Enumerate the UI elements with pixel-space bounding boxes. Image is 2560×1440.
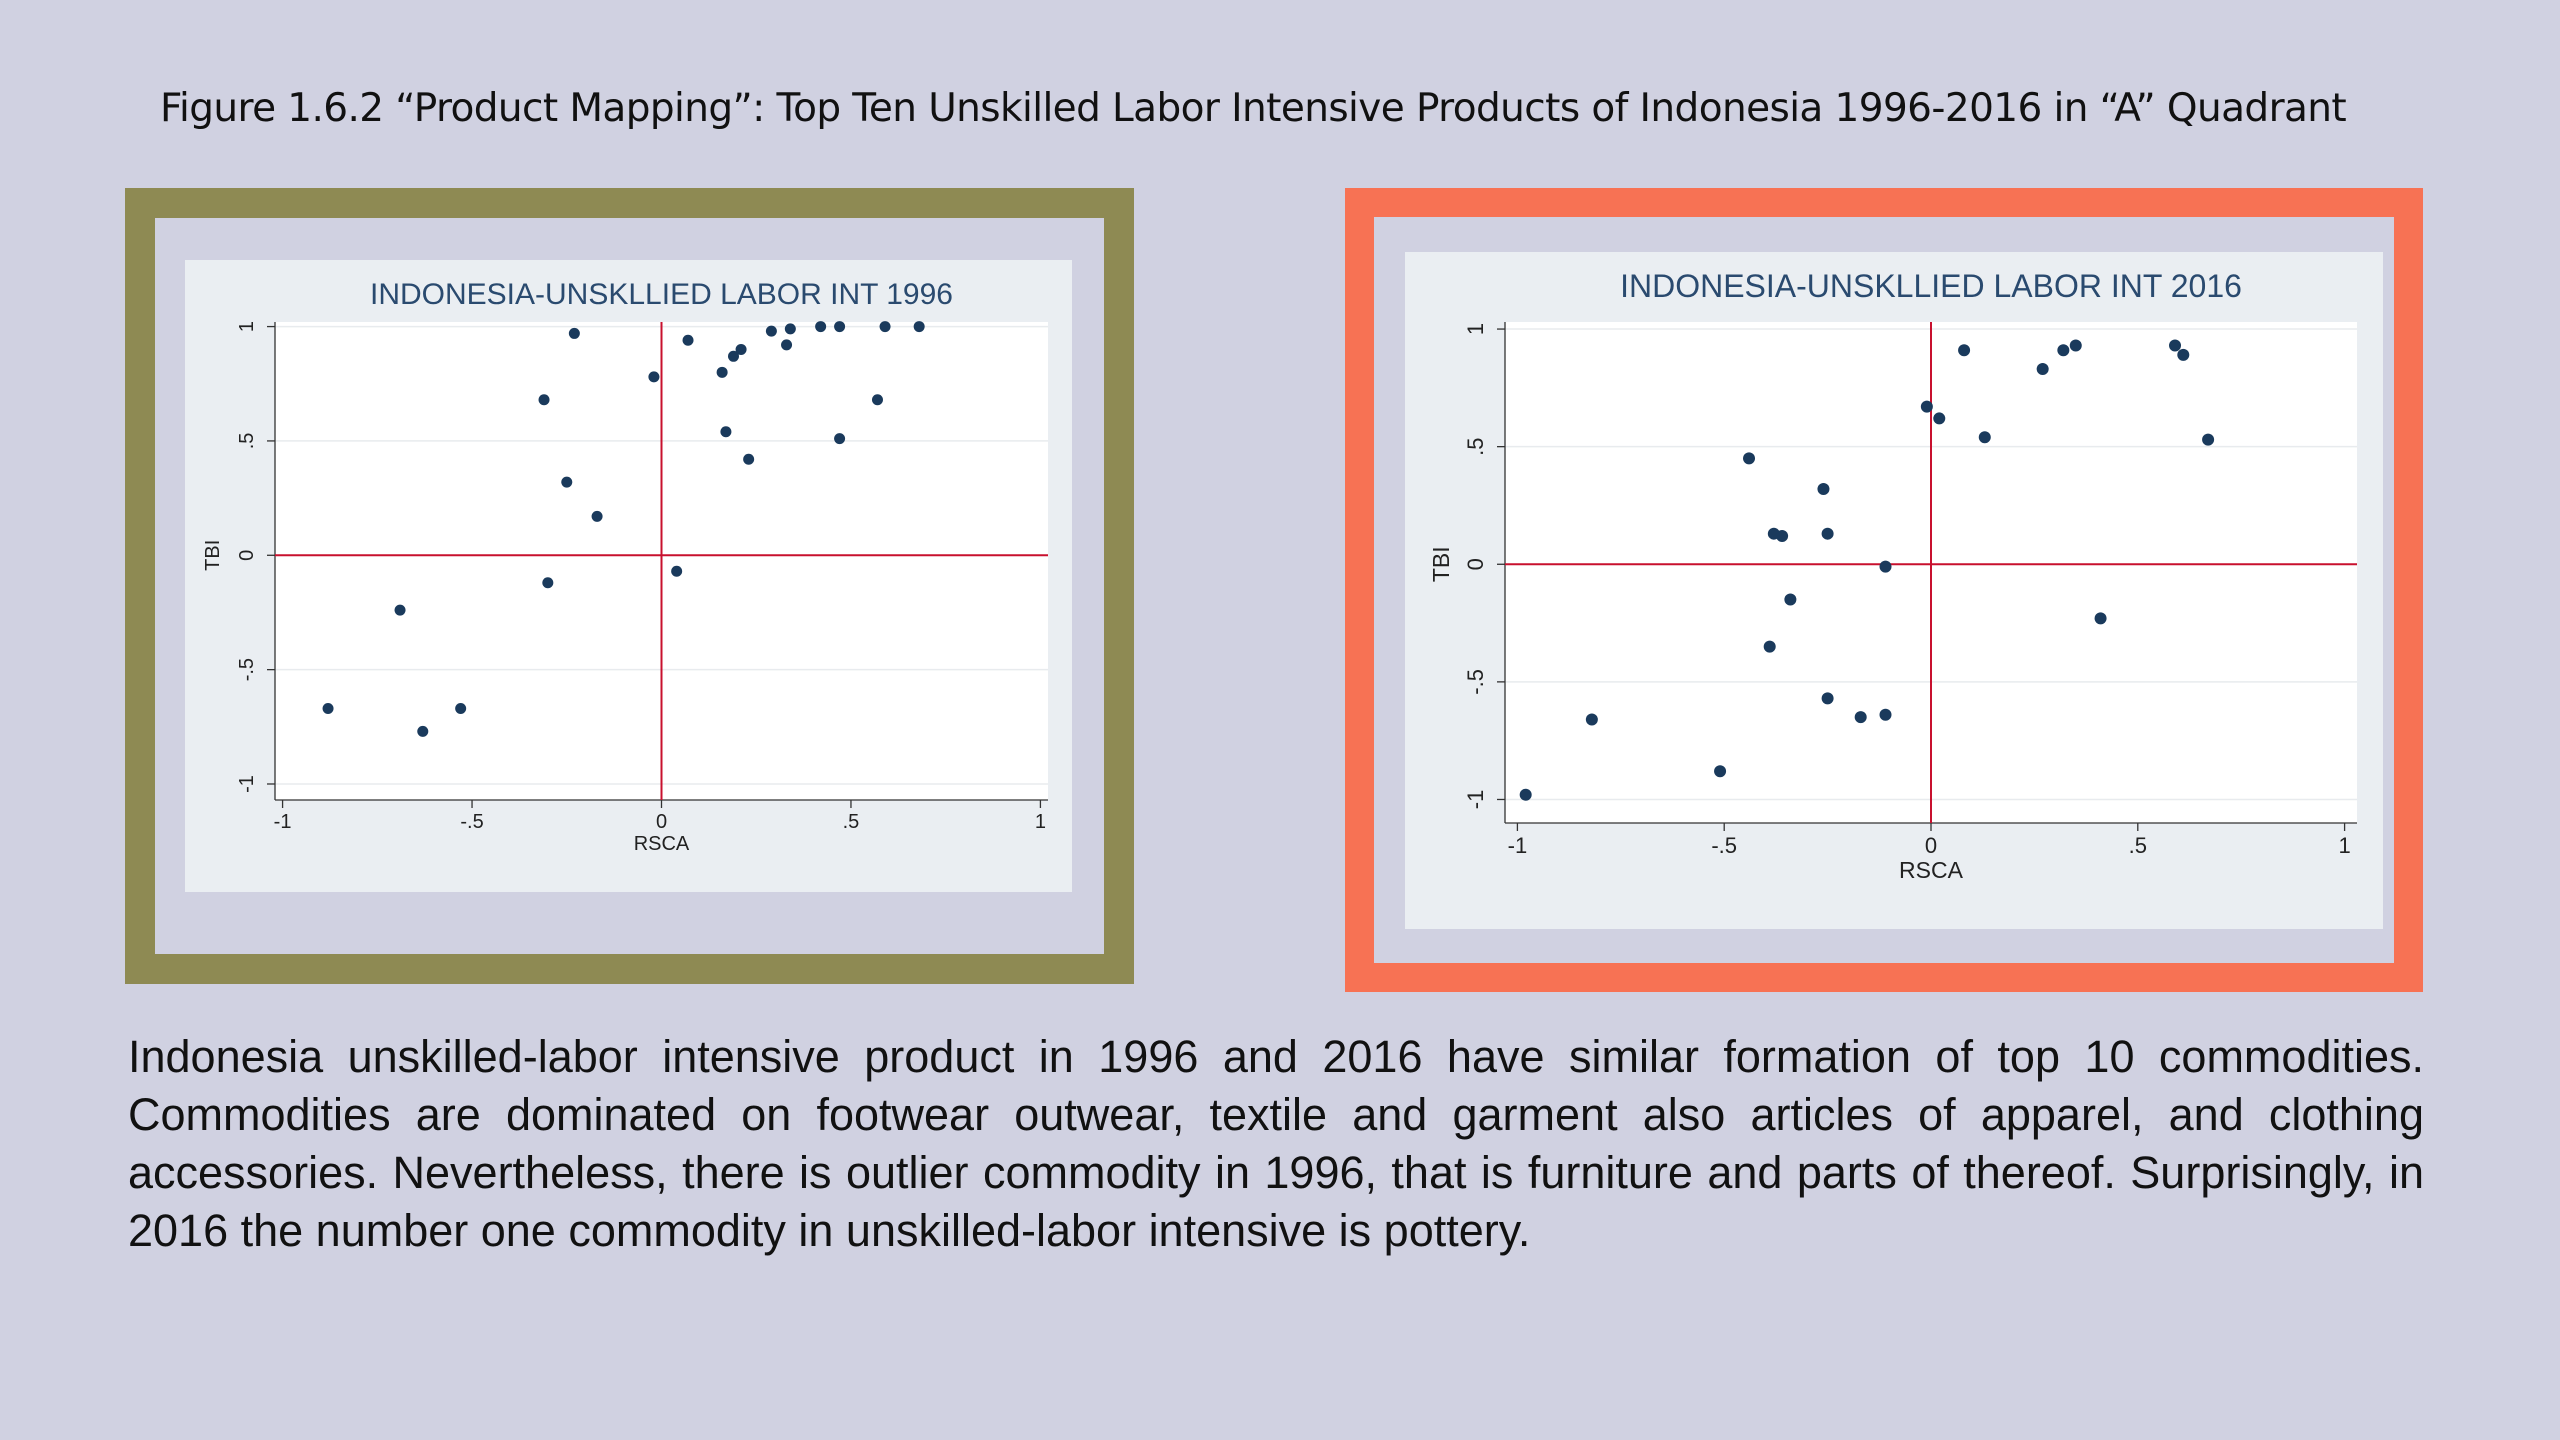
y-tick-label: 1 xyxy=(236,321,258,332)
x-tick-label: -.5 xyxy=(1711,833,1737,858)
figure-title: Figure 1.6.2 “Product Mapping”: Top Ten … xyxy=(160,86,2347,131)
x-tick-label: 0 xyxy=(1925,833,1937,858)
caption-text: Indonesia unskilled-labor intensive prod… xyxy=(128,1031,2424,1256)
x-tick-label: -.5 xyxy=(460,811,483,833)
scatter-point xyxy=(1854,711,1867,724)
scatter-point xyxy=(720,426,732,438)
scatter-point xyxy=(682,334,694,346)
scatter-point xyxy=(765,325,777,337)
scatter-point xyxy=(1821,692,1834,705)
scatter-point xyxy=(781,339,793,351)
chart-title: INDONESIA-UNSKLLIED LABOR INT 1996 xyxy=(370,278,953,311)
scatter-point xyxy=(2094,612,2107,625)
y-tick-label: 0 xyxy=(1463,558,1488,570)
x-tick-label: -1 xyxy=(274,811,292,833)
y-tick-label: -.5 xyxy=(1463,669,1488,695)
x-tick-label: 1 xyxy=(1035,811,1046,833)
scatter-point xyxy=(2036,363,2049,376)
y-tick-label: 0 xyxy=(236,550,258,561)
y-tick-label: 1 xyxy=(1463,323,1488,335)
scatter-point xyxy=(322,703,334,715)
scatter-point xyxy=(1784,593,1797,606)
scatter-point xyxy=(1817,483,1830,495)
scatter-point xyxy=(2057,344,2070,357)
scatter-point xyxy=(568,327,580,339)
scatter-point xyxy=(591,510,603,522)
x-tick-label: 0 xyxy=(656,811,667,833)
scatter-point xyxy=(871,394,883,406)
y-axis-label: TBI xyxy=(1428,546,1454,582)
scatter-point xyxy=(1763,640,1776,653)
scatter-point xyxy=(1879,708,1892,721)
scatter-point xyxy=(542,577,554,589)
scatter-point xyxy=(1933,412,1946,425)
scatter-point xyxy=(735,343,747,355)
x-tick-label: .5 xyxy=(2129,833,2147,858)
scatter-point xyxy=(913,321,925,333)
scatter-point xyxy=(2069,339,2082,352)
scatter-point xyxy=(834,433,846,445)
x-tick-label: -1 xyxy=(1508,833,1528,858)
scatter-point xyxy=(834,321,846,333)
scatter-point xyxy=(1519,788,1532,801)
chart-frame-2016: -1 -.5 0 .5 1 -1 -.5 0 .5 1 INDONESIA-UNSKLLIED LA… xyxy=(1345,188,2423,992)
scatter-point xyxy=(727,350,739,362)
scatter-point xyxy=(716,366,728,378)
scatter-point xyxy=(1978,431,1991,444)
scatter-point xyxy=(784,323,796,335)
y-tick-label: -.5 xyxy=(236,658,258,681)
scatter-point xyxy=(1821,527,1834,540)
scatter-point xyxy=(743,453,755,465)
scatter-point xyxy=(671,565,683,577)
scatter-point xyxy=(879,321,891,333)
x-tick-label: 1 xyxy=(2338,833,2350,858)
scatter-point xyxy=(417,725,429,737)
scatter-chart-1996: -1 -.5 0 .5 1 -1 -.5 0 .5 1 INDONESIA-UNSKLLIED LA… xyxy=(185,260,1072,892)
x-axis-label: RSCA xyxy=(1899,857,1964,883)
chart-title: INDONESIA-UNSKLLIED LABOR INT 2016 xyxy=(1620,268,2242,304)
scatter-point xyxy=(1585,713,1598,726)
scatter-point xyxy=(1714,765,1727,778)
chart-frame-1996: -1 -.5 0 .5 1 -1 -.5 0 .5 1 INDONESIA-UNSKLLIED LA… xyxy=(125,188,1134,984)
scatter-point xyxy=(394,604,406,616)
scatter-chart-2016: -1 -.5 0 .5 1 -1 -.5 0 .5 1 INDONESIA-UNSKLLIED LA… xyxy=(1405,252,2383,929)
scatter-point xyxy=(1743,452,1756,465)
scatter-point xyxy=(2177,348,2190,361)
scatter-point xyxy=(1920,400,1933,413)
scatter-point xyxy=(561,476,573,488)
scatter-point xyxy=(1958,344,1971,357)
y-tick-label: -1 xyxy=(236,775,258,793)
scatter-point xyxy=(815,321,827,333)
scatter-point xyxy=(1879,560,1892,573)
y-tick-label: .5 xyxy=(236,433,258,450)
y-tick-label: .5 xyxy=(1463,437,1488,455)
scatter-point xyxy=(2169,339,2182,352)
scatter-point xyxy=(1776,530,1789,543)
scatter-point xyxy=(538,394,550,406)
scatter-point xyxy=(455,703,467,715)
x-tick-label: .5 xyxy=(843,811,860,833)
x-axis-label: RSCA xyxy=(634,833,690,855)
scatter-point xyxy=(2202,433,2215,446)
scatter-point xyxy=(648,371,660,383)
y-tick-label: -1 xyxy=(1463,790,1488,810)
y-axis-label: TBI xyxy=(202,540,224,571)
